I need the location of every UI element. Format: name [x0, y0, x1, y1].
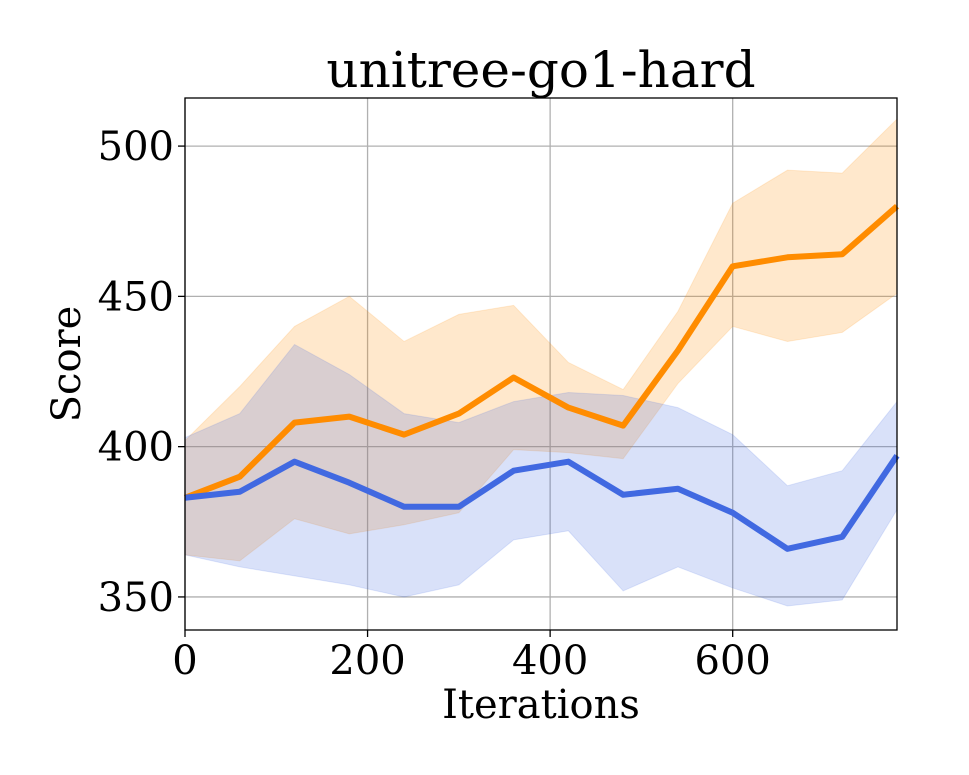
- grid: [184, 98, 897, 630]
- x-tick-label: 400: [512, 638, 588, 684]
- y-tick-label: 350: [98, 575, 174, 621]
- x-tick-label: 0: [172, 638, 197, 684]
- y-tick-label: 500: [98, 124, 174, 170]
- x-axis-label: Iterations: [442, 682, 640, 728]
- chart-title: unitree-go1-hard: [326, 41, 755, 99]
- confidence-bands: [184, 117, 898, 607]
- series-2-line: [184, 453, 900, 552]
- x-tick-label: 600: [695, 638, 771, 684]
- plot-frame: [184, 97, 898, 631]
- y-tick-label: 400: [98, 425, 174, 471]
- series-1-line: [183, 203, 899, 501]
- y-tick-label: 450: [98, 274, 174, 320]
- y-axis-label: Score: [44, 306, 90, 423]
- series-lines: [183, 203, 900, 552]
- axis-ticks: 0 200 400 600 350 400 450 500: [98, 124, 771, 684]
- x-tick-label: 200: [329, 638, 405, 684]
